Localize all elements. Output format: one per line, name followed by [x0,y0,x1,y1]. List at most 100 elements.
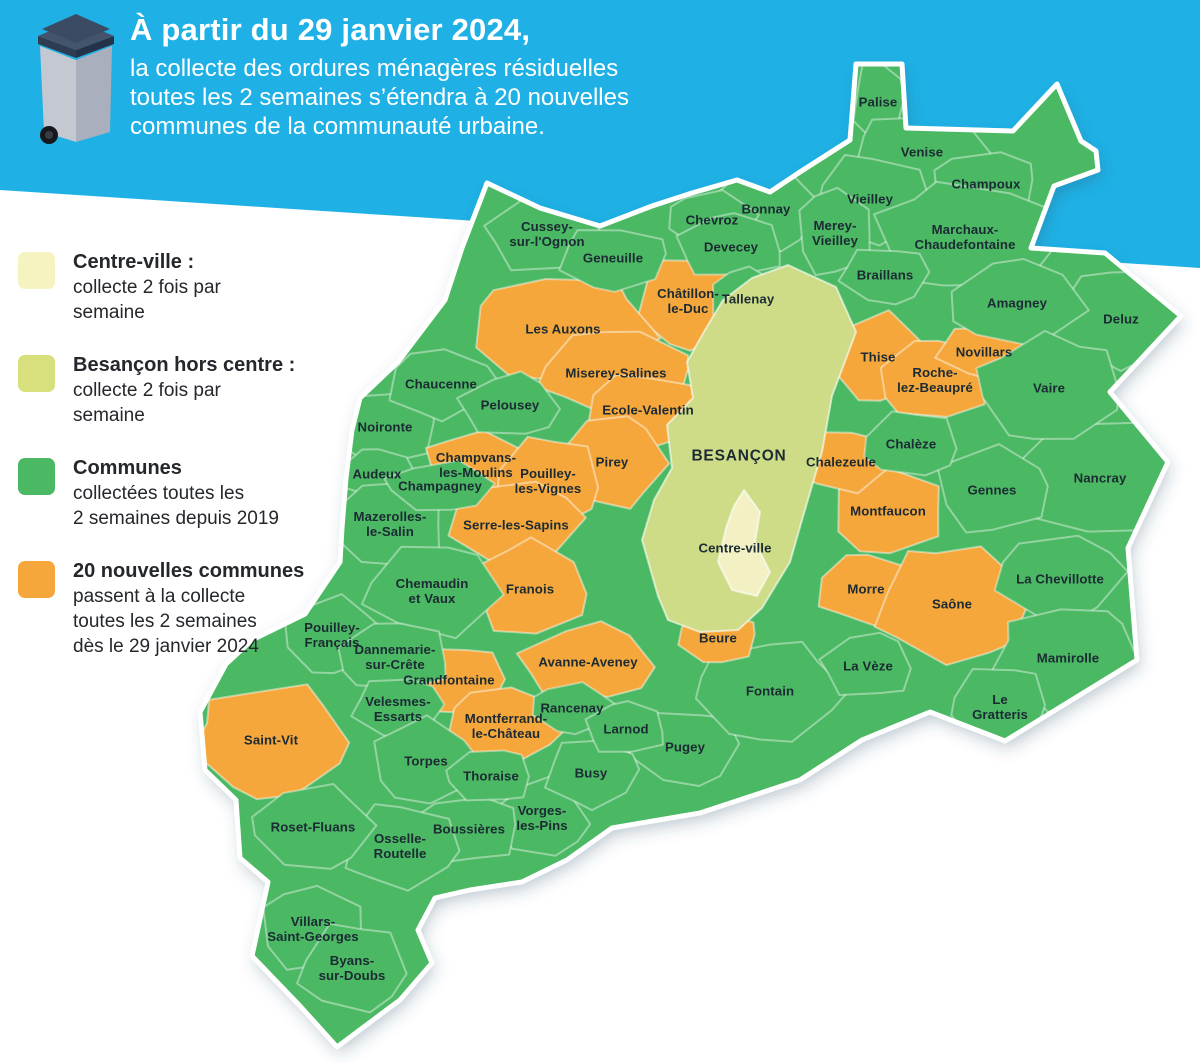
commune-label-roche-lez-beaupre: Roche-lez-Beaupré [897,365,973,395]
legend-title: Communes [73,457,182,479]
legend-title: Centre-ville : [73,251,195,273]
legend-item-line: collectées toutes les [73,483,245,504]
commune-label-ecole-valentin: Ecole-Valentin [602,403,694,418]
legend-item-line: dès le 29 janvier 2024 [73,636,259,657]
commune-label-palise: Palise [859,95,898,110]
commune-label-mazerolles-le-salin: Mazerolles-le-Salin [354,509,427,539]
commune-label-le-gratteris: Le Gratteris [972,692,1028,722]
commune-label-morre: Morre [847,582,884,597]
header-banner: À partir du 29 janvier 2024, la collecte… [130,12,770,141]
commune-fontain [694,640,850,743]
legend-swatch-communes-2019 [18,458,55,495]
commune-label-la-veze: La Vèze [843,659,893,674]
legend-item-line: toutes les 2 semaines [73,611,257,632]
commune-devecey [675,212,781,276]
commune-dannemarie-sur-crete [337,622,447,690]
commune-label-marchaux-chaudefontaine: Marchaux-Chaudefontaine [914,222,1015,252]
commune-label-avanne-aveney: Avanne-Aveney [538,655,638,670]
legend-item-communes-2019: Communes collectées toutes les 2 semaines… [18,456,318,531]
commune-label-fontain: Fontain [746,684,794,699]
commune-label-chevroz: Chevroz [686,213,739,228]
commune-label-chatillon-le-duc: Châtillon-le-Duc [657,286,719,316]
commune-label-byans-sur-doubs: Byans-sur-Doubs [319,953,386,983]
commune-label-chaleze: Chalèze [886,437,937,452]
commune-label-saint-vit: Saint-Vit [244,733,299,748]
commune-label-noironte: Noironte [357,420,412,435]
commune-label-merey-vieilley: Merey-Vieilley [812,218,859,248]
legend-item-centre-ville: Centre-ville : collecte 2 fois par semain… [18,250,318,325]
commune-label-pouilley-francais: Pouilley-Français [304,620,360,650]
commune-montfaucon [837,467,940,555]
commune-label-busy: Busy [575,766,608,781]
commune-roset-fluans [251,783,378,870]
commune-label-champagney: Champagney [398,479,482,494]
commune-label-rancenay: Rancenay [540,701,604,716]
commune-label-les-auxons: Les Auxons [525,322,600,337]
commune-pelousey [456,370,561,435]
legend-title: 20 nouvelles communes [73,560,305,582]
commune-label-osselle-routelle: Osselle-Routelle [374,831,427,861]
commune-la-veze [818,631,912,696]
legend-swatch-besancon-hors-centre [18,355,55,392]
commune-label-montferrand-le-chateau: Montferrand-le-Château [465,711,548,741]
commune-label-vieilley: Vieilley [847,192,894,207]
commune-label-cussey-sur-l-ognon: Cussey-sur-l'Ognon [509,219,584,249]
commune-thoraise [445,749,530,802]
commune-label-tallenay: Tallenay [722,292,775,307]
commune-label-pirey: Pirey [596,455,629,470]
commune-label-grandfontaine: Grandfontaine [403,673,494,688]
commune-label-beure: Beure [699,631,737,646]
commune-label-velesmes-essarts: Velesmes-Essarts [365,694,430,724]
legend-item-line: collecte 2 fois par [73,380,221,401]
commune-label-dannemarie-sur-crete: Dannemarie-sur-Crête [355,642,436,672]
commune-besancon [641,264,857,633]
commune-label-franois: Franois [506,582,554,597]
commune-gennes [936,443,1049,534]
commune-byans-sur-doubs [296,922,408,1014]
commune-label-bonnay: Bonnay [742,202,792,217]
commune-label-villars-saint-georges: Villars-Saint-Georges [267,914,358,944]
legend-description: collecte 2 fois par semaine [73,378,295,428]
commune-chaleze [863,410,958,477]
commune-saone [873,545,1032,667]
commune-label-vorges-les-pins: Vorges-les-Pins [516,803,567,833]
commune-label-champvans-les-moulins: Champvans-les-Moulins [436,450,516,480]
commune-label-miserey-salines: Miserey-Salines [565,366,666,381]
commune-label-pugey: Pugey [665,740,706,755]
commune-label-gennes: Gennes [968,483,1017,498]
header-subtitle-line3: communes de la communauté urbaine. [130,113,545,140]
commune-larnod [584,700,664,753]
legend-item-line: semaine [73,302,145,323]
commune-label-geneuille: Geneuille [583,251,643,266]
commune-avanne-aveney [515,620,656,698]
legend-description: collectées toutes les 2 semaines depuis 2… [73,481,279,531]
commune-label-chalezeule: Chalezeule [806,455,876,470]
commune-label-amagney: Amagney [987,296,1048,311]
commune-label-larnod: Larnod [603,722,648,737]
legend-item-20-nouvelles-communes: 20 nouvelles communes passent à la colle… [18,559,318,659]
commune-chemaudin-et-vaux [361,545,505,640]
commune-label-devecey: Devecey [704,240,759,255]
commune-label-chemaudin-et-vaux: Chemaudin et Vaux [396,576,469,606]
legend-description: passent à la collecte toutes les 2 semain… [73,584,304,659]
legend: Centre-ville : collecte 2 fois par semain… [18,250,318,687]
legend-item-line: 2 semaines depuis 2019 [73,508,279,529]
commune-label-torpes: Torpes [404,754,448,769]
legend-item-line: collecte 2 fois par [73,277,221,298]
commune-label-venise: Venise [901,145,943,160]
commune-label-vaire: Vaire [1033,381,1065,396]
commune-champagney [383,459,496,512]
commune-label-montfaucon: Montfaucon [850,504,926,519]
commune-centre-ville [717,489,771,597]
commune-label-serre-les-sapins: Serre-les-Sapins [463,518,569,533]
commune-label-audeux: Audeux [353,467,403,482]
legend-description: collecte 2 fois par semaine [73,275,221,325]
commune-label-besancon: BESANÇON [691,448,786,465]
commune-label-thise: Thise [861,350,896,365]
legend-item-besancon-hors-centre: Besançon hors centre : collecte 2 fois p… [18,353,318,428]
legend-item-line: semaine [73,405,145,426]
commune-label-chaucenne: Chaucenne [405,377,477,392]
commune-vaire [975,329,1121,440]
